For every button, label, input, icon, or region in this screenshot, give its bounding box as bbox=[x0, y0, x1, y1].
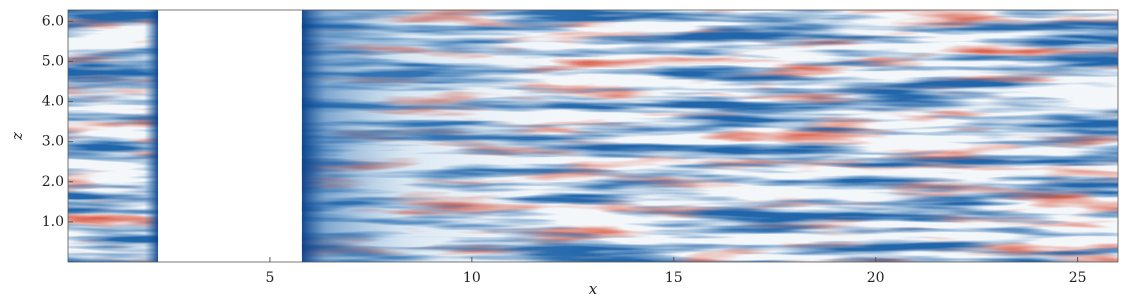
x-tick-label: 20 bbox=[867, 270, 885, 286]
inflow-edge bbox=[144, 10, 159, 262]
y-tick-label: 4.0 bbox=[42, 94, 64, 110]
y-tick-label: 6.0 bbox=[42, 13, 64, 29]
y-tick-label: 2.0 bbox=[42, 174, 64, 190]
x-axis-label: x bbox=[589, 280, 598, 298]
y-axis-label: z bbox=[8, 132, 26, 141]
y-tick-label: 1.0 bbox=[42, 214, 64, 230]
turbulent-region bbox=[301, 10, 602, 262]
field bbox=[68, 10, 1118, 262]
y-tick-label: 5.0 bbox=[42, 53, 64, 69]
x-tick-label: 15 bbox=[665, 270, 683, 286]
plot-frame bbox=[67, 9, 1119, 263]
x-tick-label: 10 bbox=[463, 270, 481, 286]
x-tick-label: 25 bbox=[1069, 270, 1087, 286]
x-tick-label: 5 bbox=[265, 270, 274, 286]
masked-region bbox=[158, 10, 302, 262]
y-tick-label: 3.0 bbox=[42, 134, 64, 150]
